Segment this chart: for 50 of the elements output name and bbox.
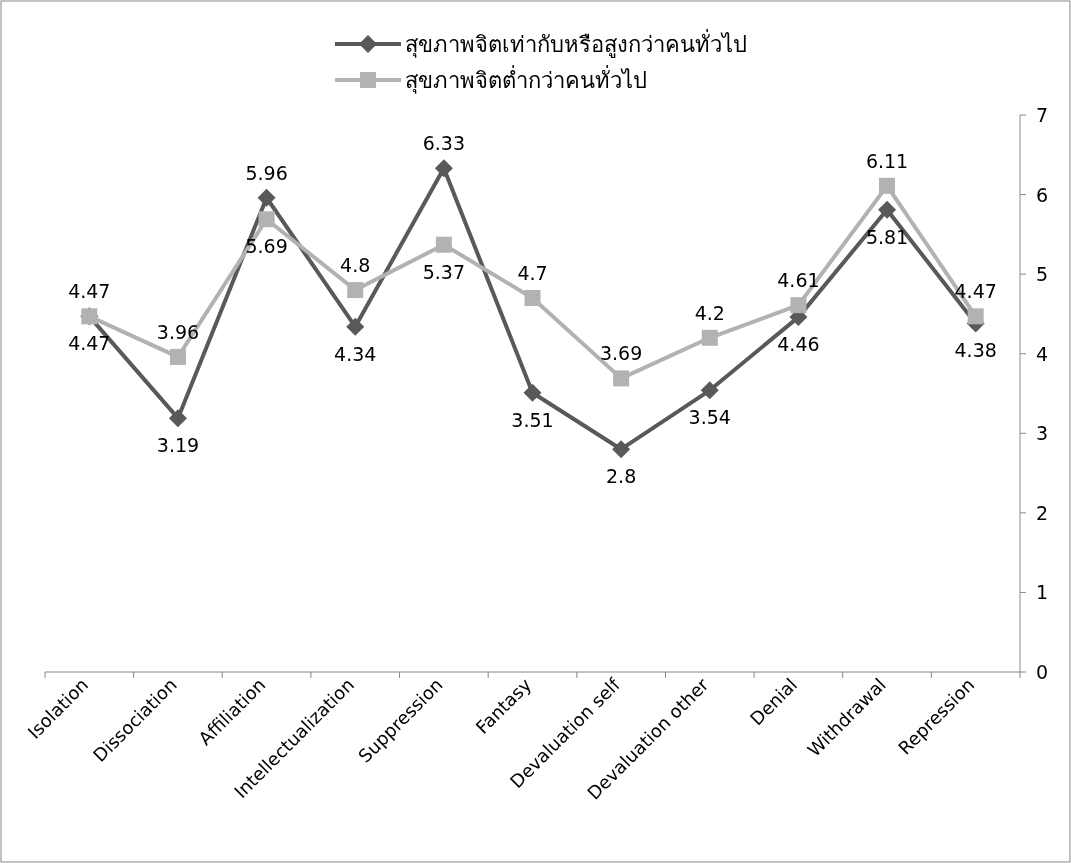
point: [701, 329, 718, 346]
point: [346, 317, 365, 336]
y-tick-label: 7: [1036, 104, 1049, 126]
point: [790, 297, 807, 314]
legend-label: สุขภาพจิตเท่ากับหรือสูงกว่าคนทั่วไป: [405, 29, 747, 58]
data-label: 3.96: [156, 320, 200, 343]
point: [258, 211, 275, 228]
data-label: 3.54: [688, 406, 731, 429]
data-label: 5.81: [865, 225, 909, 248]
data-label: 4.46: [777, 333, 820, 356]
data-label: 4.8: [340, 254, 371, 277]
point: [347, 282, 364, 299]
point: [434, 159, 453, 178]
data-label: 3.69: [599, 342, 643, 365]
point: [169, 348, 186, 365]
data-label: 4.38: [954, 339, 997, 362]
data-label: 4.47: [954, 280, 997, 303]
y-tick-label: 6: [1036, 183, 1049, 206]
data-label: 5.37: [422, 260, 466, 283]
point: [967, 308, 984, 325]
data-label: 4.47: [68, 280, 111, 303]
y-tick-label: 4: [1036, 342, 1049, 365]
data-label: 2.8: [606, 465, 637, 488]
data-label: 4.2: [694, 301, 725, 324]
data-label: 5.69: [245, 235, 288, 258]
y-tick-label: 2: [1036, 501, 1049, 524]
data-label: 4.7: [517, 262, 548, 285]
point: [878, 200, 897, 219]
point: [879, 177, 896, 194]
data-label: 6.33: [422, 132, 466, 155]
data-label: 3.19: [156, 434, 200, 457]
y-tick-label: 5: [1036, 263, 1049, 286]
data-label: 3.51: [511, 408, 554, 431]
data-label: 6.11: [865, 149, 909, 172]
data-label: 4.34: [334, 342, 377, 365]
data-label: 4.47: [68, 332, 111, 355]
point: [612, 440, 631, 459]
point: [257, 188, 276, 207]
point: [523, 383, 542, 402]
y-tick-label: 1: [1036, 581, 1049, 604]
y-tick-label: 0: [1036, 661, 1049, 683]
legend-label: สุขภาพจิตต่ำกว่าคนทั่วไป: [405, 65, 647, 94]
point: [435, 236, 452, 253]
point: [524, 290, 541, 307]
data-label: 4.61: [777, 269, 820, 292]
y-tick-label: 3: [1036, 422, 1049, 445]
point: [613, 370, 630, 387]
point: [168, 409, 187, 428]
point: [700, 381, 719, 400]
data-label: 5.96: [245, 161, 288, 184]
